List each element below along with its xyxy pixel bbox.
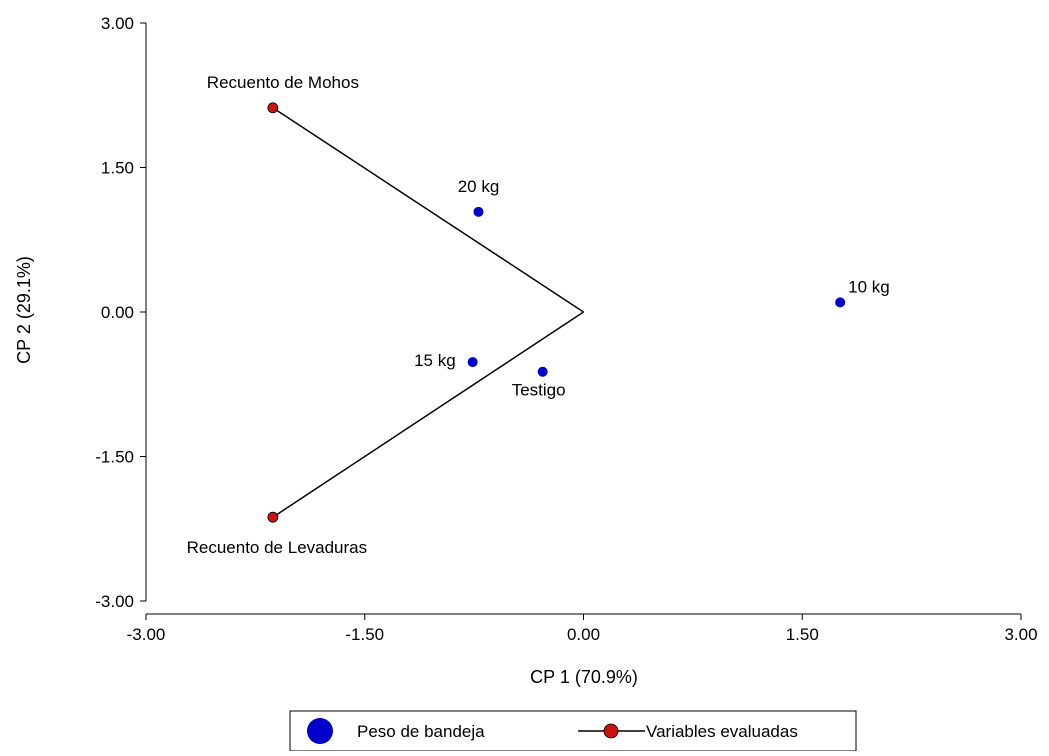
point-20-kg	[473, 206, 484, 217]
vector-recuento-de-levaduras	[272, 311, 584, 518]
x-tick-label: 3.00	[1004, 625, 1037, 644]
data-points: 20 kg 10 kg 15 kg Testigo Recuento de Mohos R…	[187, 73, 890, 557]
y-axis-title: CP 2 (29.1%)	[14, 256, 34, 364]
point-15-kg	[467, 357, 478, 368]
point-recuento-de-mohos	[267, 102, 279, 114]
point-10-kg	[835, 297, 846, 308]
legend-marker-variables-evaluadas	[603, 723, 619, 739]
variable-vectors	[272, 107, 584, 518]
point-testigo	[537, 366, 548, 377]
y-tick-label: 0.00	[101, 303, 134, 322]
point-label-15-kg: 15 kg	[414, 351, 456, 370]
point-label-10-kg: 10 kg	[848, 277, 890, 296]
legend-marker-peso-de-bandeja	[307, 718, 333, 744]
x-axis-title: CP 1 (70.9%)	[530, 667, 638, 687]
x-tick-label: 1.50	[786, 625, 819, 644]
x-tick-label: -1.50	[345, 625, 384, 644]
axes: 3.00 1.50 0.00 -1.50 -3.00 -3.00 -1.50 0.00 1.50…	[95, 14, 1037, 644]
point-label-20-kg: 20 kg	[458, 177, 500, 196]
point-label-recuento-de-mohos: Recuento de Mohos	[207, 73, 359, 92]
y-tick-label: -1.50	[95, 448, 134, 467]
legend-label-peso-de-bandeja: Peso de bandeja	[357, 722, 485, 741]
x-tick-label: -3.00	[127, 625, 166, 644]
legend-label-variables-evaluadas: Variables evaluadas	[646, 722, 798, 741]
y-tick-label: 1.50	[101, 159, 134, 178]
vector-recuento-de-mohos	[272, 107, 584, 313]
y-tick-label: -3.00	[95, 592, 134, 611]
legend-box	[289, 710, 857, 752]
x-tick-label: 0.00	[567, 625, 600, 644]
legend: Peso de bandeja Variables evaluadas	[289, 710, 857, 752]
y-tick-label: 3.00	[101, 14, 134, 33]
point-label-recuento-de-levaduras: Recuento de Levaduras	[187, 538, 368, 557]
point-recuento-de-levaduras	[267, 511, 279, 523]
point-label-testigo: Testigo	[512, 381, 566, 400]
